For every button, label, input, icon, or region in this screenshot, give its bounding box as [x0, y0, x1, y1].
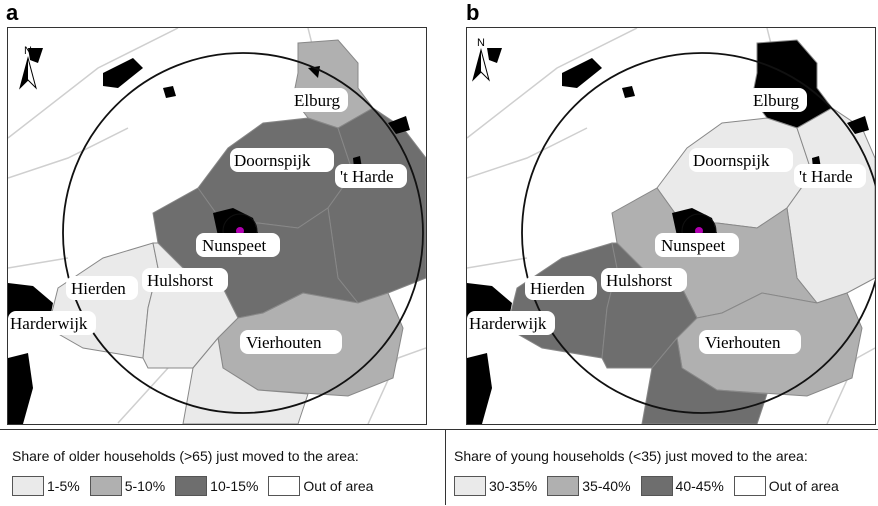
north-label: N [477, 37, 485, 49]
legend-label: Out of area [303, 478, 374, 494]
legend-swatch [733, 476, 766, 496]
legend-label: Out of area [768, 478, 839, 494]
legend-item: 5-10% [89, 476, 166, 496]
legend-swatch [89, 476, 122, 496]
legend-swatch [268, 476, 301, 496]
legend-panel-b: Share of young households (<35) just mov… [446, 429, 878, 506]
legend-label: 30-35% [489, 478, 538, 494]
legend-label: 5-10% [124, 478, 166, 494]
legend-label: 10-15% [210, 478, 259, 494]
panel-a-letter: a [6, 0, 19, 25]
label-doornspijk: Doornspijk [234, 151, 311, 170]
north-arrow-icon: N [472, 37, 490, 82]
legend-items-a: 1-5% 5-10% 10-15% Out of area [12, 476, 383, 496]
label-hulshorst: Hulshorst [606, 271, 672, 290]
north-label: N [24, 45, 32, 57]
radius-circle [62, 52, 424, 414]
legend-item: Out of area [733, 476, 839, 496]
map-panel-a: N Elburg Doornspijk 't Harde Nunspeet Hi… [7, 27, 427, 425]
place-labels: Elburg Doornspijk 't Harde Nunspeet Hier… [467, 88, 866, 354]
legend-divider [445, 429, 446, 505]
legend-item: 1-5% [12, 476, 80, 496]
legend-swatch [640, 476, 673, 496]
label-vierhouten: Vierhouten [246, 333, 322, 352]
label-hierden: Hierden [71, 279, 126, 298]
region-south [641, 336, 768, 424]
label-doornspijk: Doornspijk [693, 151, 770, 170]
label-nunspeet: Nunspeet [661, 236, 725, 255]
legend-item: Out of area [268, 476, 373, 496]
legend-item: 35-40% [547, 476, 631, 496]
legend-item: 30-35% [454, 476, 537, 496]
map-panel-b: N Elburg Doornspijk 't Harde Nunspeet Hi… [466, 27, 876, 425]
label-nunspeet: Nunspeet [202, 236, 266, 255]
label-harderwijk: Harderwijk [469, 314, 547, 333]
legend-item: 10-15% [175, 476, 258, 496]
legend-swatch [175, 476, 208, 496]
legend-title-a: Share of older households (>65) just mov… [12, 448, 359, 464]
legend-label: 40-45% [675, 478, 724, 494]
legend-label: 35-40% [582, 478, 631, 494]
region-t-harde [327, 107, 426, 304]
north-arrow-icon: N [19, 45, 37, 90]
map-b-svg: N Elburg Doornspijk 't Harde Nunspeet Hi… [467, 28, 875, 424]
legend-panel-a: Share of older households (>65) just mov… [0, 429, 445, 506]
region-t-harde [786, 107, 875, 304]
region-south [182, 336, 309, 424]
label-elburg: Elburg [753, 91, 799, 110]
label-t-harde: 't Harde [799, 167, 853, 186]
map-a-svg: N Elburg Doornspijk 't Harde Nunspeet Hi… [8, 28, 426, 424]
label-elburg: Elburg [294, 91, 340, 110]
legend-swatch [12, 476, 44, 496]
place-labels: Elburg Doornspijk 't Harde Nunspeet Hier… [8, 88, 407, 354]
label-vierhouten: Vierhouten [705, 333, 781, 352]
label-hulshorst: Hulshorst [147, 271, 213, 290]
label-harderwijk: Harderwijk [10, 314, 88, 333]
legend-label: 1-5% [47, 478, 80, 494]
legend-swatch [454, 476, 486, 496]
legend-items-b: 30-35% 35-40% 40-45% Out of area [454, 476, 849, 496]
panel-b-letter: b [466, 0, 480, 25]
legend-swatch [547, 476, 580, 496]
legend-item: 40-45% [640, 476, 724, 496]
label-hierden: Hierden [530, 279, 585, 298]
legend-title-b: Share of young households (<35) just mov… [454, 448, 808, 464]
label-t-harde: 't Harde [340, 167, 394, 186]
radius-circle [521, 52, 875, 414]
